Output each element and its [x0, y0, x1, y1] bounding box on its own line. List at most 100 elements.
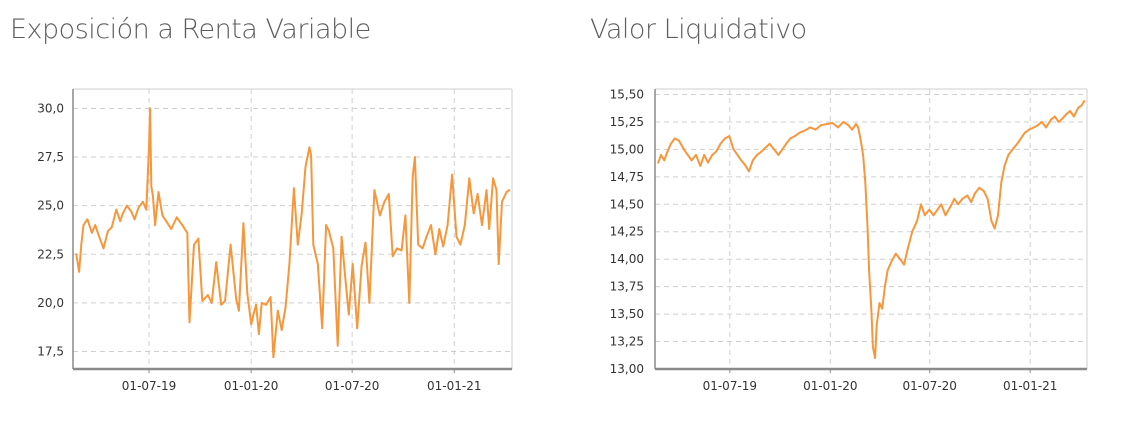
data-point [982, 190, 985, 193]
data-point [411, 175, 414, 178]
data-point [148, 146, 150, 149]
data-point [1040, 121, 1043, 123]
data-point [748, 170, 750, 173]
y-tick-label: 15,25 [610, 115, 644, 129]
data-point [751, 159, 754, 162]
data-point [736, 154, 739, 156]
data-point [250, 323, 253, 326]
data-point [468, 177, 471, 180]
data-point [115, 208, 118, 211]
data-point [152, 195, 154, 197]
data-point [785, 143, 787, 145]
data-point [78, 270, 80, 273]
data-point [1050, 118, 1052, 121]
x-tick-label: 01-01-20 [803, 379, 857, 393]
data-point [175, 216, 178, 219]
data-point [1028, 128, 1030, 131]
data-point [970, 201, 973, 204]
x-tick-label: 01-07-19 [122, 379, 176, 393]
data-point [373, 189, 376, 192]
data-point [102, 247, 105, 250]
data-point [1073, 115, 1075, 118]
data-point [94, 224, 97, 227]
data-point [300, 212, 303, 215]
data-point [928, 208, 931, 211]
data-point [949, 205, 952, 208]
data-point [872, 346, 874, 348]
data-point [110, 226, 113, 229]
data-point [1016, 143, 1018, 145]
y-tick-label: 15,50 [610, 87, 644, 101]
data-point [666, 151, 668, 154]
data-point [886, 269, 889, 272]
y-tick-label: 17,5 [37, 345, 64, 359]
data-point [404, 214, 407, 217]
data-point [673, 137, 676, 140]
data-point [953, 197, 956, 200]
data-point [304, 165, 307, 168]
data-point [255, 303, 257, 306]
data-point [874, 357, 876, 359]
y-tick-label: 14,00 [610, 252, 644, 266]
data-point [459, 243, 462, 246]
data-point [293, 187, 295, 190]
data-point [229, 243, 232, 246]
panel-valor-liquidativo: Valor Liquidativo 13,00 13,25 13,50 13,75 14… [560, 0, 1121, 421]
data-point [894, 252, 897, 255]
data-point [1023, 132, 1026, 134]
data-point [258, 333, 260, 335]
panel-exposicion: Exposición a Renta Variable 17,5 20,0 22,5… [0, 0, 560, 421]
data-point [276, 309, 279, 312]
data-point [119, 220, 122, 223]
y-tick-label: 20,0 [37, 296, 64, 310]
data-point [690, 159, 693, 162]
data-point [657, 161, 660, 164]
data-point [505, 191, 508, 194]
data-point [814, 128, 817, 131]
y-tick-label: 13,75 [610, 280, 644, 294]
data-point [855, 123, 857, 125]
data-point [1000, 181, 1003, 184]
data-point [421, 247, 424, 250]
data-point [669, 143, 672, 145]
data-point [789, 137, 792, 140]
data-point [911, 230, 914, 233]
data-point [1003, 165, 1006, 167]
data-point [368, 302, 371, 304]
data-point [360, 265, 363, 267]
data-point [768, 143, 771, 145]
data-point [724, 137, 726, 140]
data-point [400, 249, 403, 252]
data-point [1007, 154, 1010, 156]
data-point [321, 327, 324, 330]
data-point [870, 307, 873, 310]
data-point [186, 232, 189, 234]
data-point [936, 208, 939, 211]
x-tick-label: 01-07-20 [902, 379, 956, 393]
x-tick-label: 01-07-20 [325, 379, 379, 393]
data-point [161, 214, 164, 217]
data-point [966, 194, 969, 197]
data-point [678, 139, 680, 142]
data-point [137, 206, 140, 209]
data-point [809, 126, 811, 129]
data-point [501, 200, 503, 203]
data-point [862, 154, 864, 156]
data-point [328, 230, 330, 232]
data-point [760, 150, 763, 153]
data-point [391, 255, 394, 258]
data-point [253, 311, 255, 314]
series-line [75, 107, 511, 359]
data-point [660, 154, 662, 156]
y-tick-label: 27,5 [37, 150, 64, 164]
data-point [165, 220, 168, 223]
data-point [974, 192, 976, 195]
data-point [878, 302, 881, 304]
data-point [260, 302, 263, 304]
data-point [242, 222, 245, 225]
data-point [351, 263, 354, 265]
data-point [1045, 126, 1047, 129]
data-point [890, 260, 893, 263]
data-point [923, 214, 926, 217]
data-point [125, 204, 128, 207]
